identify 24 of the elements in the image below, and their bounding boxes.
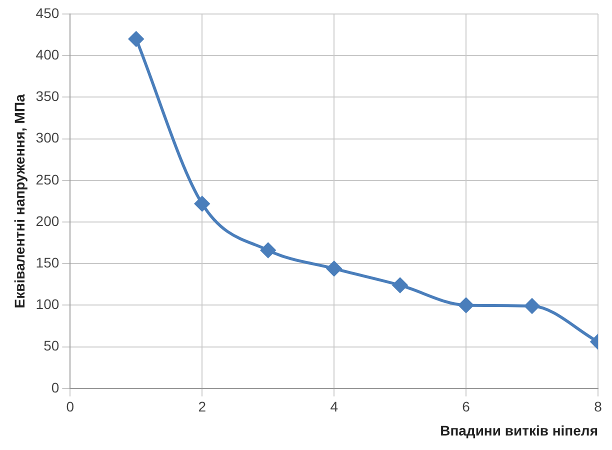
y-tick-label: 300 [36,130,60,146]
y-tick-label: 250 [36,171,60,188]
y-tick-label: 200 [36,212,60,229]
y-tick-label: 100 [36,296,60,312]
x-tick-label: 6 [462,398,470,415]
y-tick-label: 50 [44,338,60,354]
point [260,242,276,258]
x-tick-label: 4 [330,398,338,415]
point [326,261,342,276]
point [392,278,408,293]
point [524,298,540,314]
x-axis-title: Впадини витків ніпеля [440,422,598,438]
y-axis-title: Еквівалентні напруження, МПа [11,94,28,308]
y-tick-label: 150 [36,254,60,270]
y-tick-label: 400 [36,46,60,62]
y-tick-label: 350 [36,88,60,104]
y-tick-label: 450 [36,4,60,21]
point [458,298,474,313]
x-tick-label: 0 [66,398,74,415]
point [128,31,144,46]
y-tick-label: 0 [51,379,60,396]
x-tick-label: 2 [198,398,206,415]
point [194,196,210,212]
x-tick-label: 8 [594,398,602,415]
